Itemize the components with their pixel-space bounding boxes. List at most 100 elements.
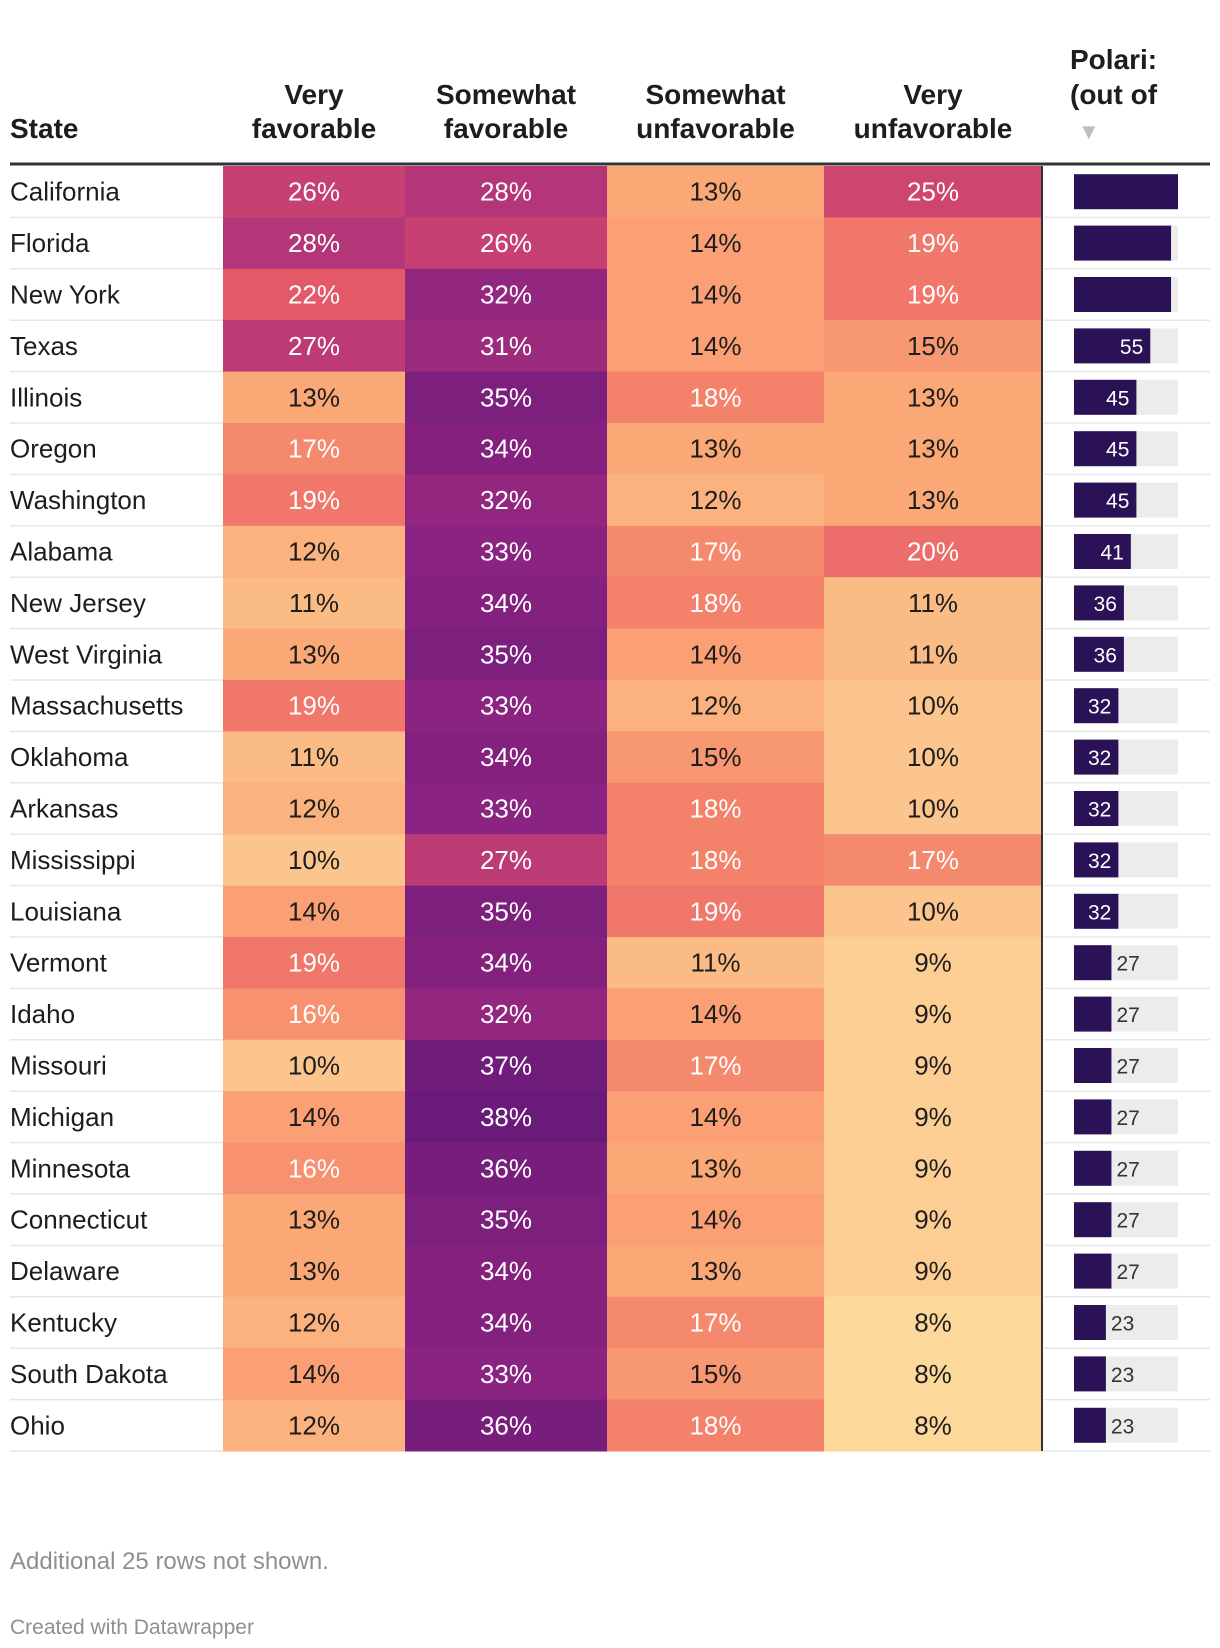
table-svg: StateVeryfavorableSomewhatfavorableSomew… [10, 44, 1210, 1452]
heat-cell-value: 17% [288, 434, 340, 464]
header-very_fav-line-1[interactable]: Very [284, 79, 344, 110]
heat-cell-value: 9% [914, 1102, 952, 1132]
polarization-value: 32 [1088, 799, 1111, 822]
heat-cell-value: 14% [689, 1205, 741, 1235]
polarization-value: 27 [1116, 1056, 1139, 1079]
header-polar-line-1[interactable]: Polari: [1070, 44, 1157, 75]
heat-cell-value: 15% [907, 331, 959, 361]
polarization-bar [1074, 996, 1112, 1032]
state-label: Arkansas [10, 794, 118, 824]
heat-cell-very_fav [223, 1399, 406, 1452]
header-very_unfav-line-2[interactable]: unfavorable [854, 113, 1013, 144]
header-some_unfav-line-1[interactable]: Somewhat [645, 79, 785, 110]
heat-cell-very_fav [223, 166, 406, 218]
heat-cell-value: 13% [288, 639, 340, 669]
polarization-bar [1074, 1356, 1106, 1392]
table-row: Ohio 12% 36% 18% 8% 23 [10, 1399, 1210, 1452]
header-some_fav-line-2[interactable]: favorable [444, 113, 569, 144]
heat-cell-some_fav [405, 1399, 608, 1452]
heat-cell-some_fav [405, 1194, 608, 1246]
heat-cell-value: 14% [689, 999, 741, 1029]
heat-cell-value: 20% [907, 537, 959, 567]
heat-cell-some_unfav [607, 474, 825, 527]
polarization-value: 23 [1111, 1364, 1134, 1387]
heat-cell-some_fav [405, 988, 608, 1041]
heat-cell-value: 22% [288, 280, 340, 310]
heat-cell-value: 18% [689, 588, 741, 618]
heat-cell-very_fav [223, 423, 406, 475]
state-label: New York [10, 280, 121, 310]
heat-cell-value: 9% [914, 999, 952, 1029]
heat-cell-value: 10% [907, 742, 959, 772]
header-very_fav-line-2[interactable]: favorable [252, 113, 377, 144]
heat-cell-some_fav [405, 1091, 608, 1144]
heat-cell-very_unfav [824, 1142, 1043, 1195]
heat-cell-value: 13% [907, 434, 959, 464]
heat-cell-value: 8% [914, 1359, 952, 1389]
heat-cell-value: 26% [480, 228, 532, 258]
heat-cell-very_unfav [824, 320, 1043, 373]
heat-cell-some_unfav [607, 1091, 825, 1144]
heat-cell-value: 10% [907, 691, 959, 721]
heat-cell-value: 28% [288, 228, 340, 258]
heat-cell-value: 35% [480, 896, 532, 926]
state-label: South Dakota [10, 1359, 168, 1389]
credit-line[interactable]: Created with Datawrapper [10, 1616, 254, 1639]
heat-cell-very_unfav [824, 423, 1043, 475]
heat-cell-some_unfav [607, 166, 825, 218]
heat-cell-value: 12% [689, 485, 741, 515]
heat-cell-value: 25% [907, 177, 959, 207]
heat-cell-value: 9% [914, 948, 952, 978]
table-row: Alabama 12% 33% 17% 20% 41 [10, 525, 1210, 578]
heat-cell-very_unfav [824, 217, 1043, 270]
polarization-bar [1074, 585, 1124, 621]
heat-cell-value: 34% [480, 742, 532, 772]
heat-cell-value: 17% [689, 1308, 741, 1338]
heat-cell-value: 8% [914, 1308, 952, 1338]
heat-cell-some_unfav [607, 834, 825, 887]
state-label: Washington [10, 485, 146, 515]
heat-cell-some_fav [405, 1348, 608, 1401]
polarization-bar [1074, 636, 1124, 672]
heat-cell-value: 13% [689, 1153, 741, 1183]
heat-cell-value: 13% [288, 1256, 340, 1286]
header-some_fav-line-1[interactable]: Somewhat [436, 79, 576, 110]
heat-cell-very_fav [223, 1194, 406, 1246]
heat-cell-very_fav [223, 217, 406, 270]
header-some_unfav-line-2[interactable]: unfavorable [636, 113, 795, 144]
heat-cell-value: 19% [288, 485, 340, 515]
polarization-value: 27 [1116, 1158, 1139, 1181]
heat-cell-very_unfav [824, 577, 1043, 630]
heatmap-table: State Very favorable Somewhat favorable Somew… [10, 0, 1210, 1530]
sort-descending-icon[interactable]: ▼ [1078, 119, 1100, 144]
heat-cell-value: 8% [914, 1410, 952, 1440]
footnote: Additional 25 rows not shown. [10, 1548, 329, 1575]
heat-cell-very_fav [223, 782, 406, 835]
heat-cell-value: 18% [689, 845, 741, 875]
header-very_unfav-line-1[interactable]: Very [903, 79, 963, 110]
polarization-bar [1074, 277, 1172, 312]
heat-cell-very_unfav [824, 1296, 1043, 1349]
table-row: Michigan 14% 38% 14% 9% 27 [10, 1091, 1210, 1144]
header-state-line-1[interactable]: State [10, 113, 78, 144]
table-row: New York 22% 32% 14% 19% [10, 268, 1210, 321]
heat-cell-very_fav [223, 731, 406, 784]
heat-cell-value: 33% [480, 794, 532, 824]
table-row: California 26% 28% 13% 25% [10, 166, 1210, 219]
heat-cell-very_fav [223, 474, 406, 527]
heat-cell-some_fav [405, 731, 608, 784]
heat-cell-very_unfav [824, 988, 1043, 1041]
polarization-bar [1074, 1407, 1106, 1443]
heat-cell-value: 17% [689, 537, 741, 567]
table-row: Missouri 10% 37% 17% 9% 27 [10, 1039, 1210, 1092]
heat-cell-value: 33% [480, 1359, 532, 1389]
heat-cell-very_fav [223, 834, 406, 887]
heat-cell-very_unfav [824, 474, 1043, 527]
heat-cell-value: 36% [480, 1410, 532, 1440]
heat-cell-some_fav [405, 423, 608, 475]
header-polar-line-2[interactable]: (out of [1070, 79, 1158, 110]
heat-cell-very_unfav [824, 1091, 1043, 1144]
heat-cell-some_unfav [607, 731, 825, 784]
heat-cell-some_unfav [607, 577, 825, 630]
heat-cell-value: 33% [480, 691, 532, 721]
